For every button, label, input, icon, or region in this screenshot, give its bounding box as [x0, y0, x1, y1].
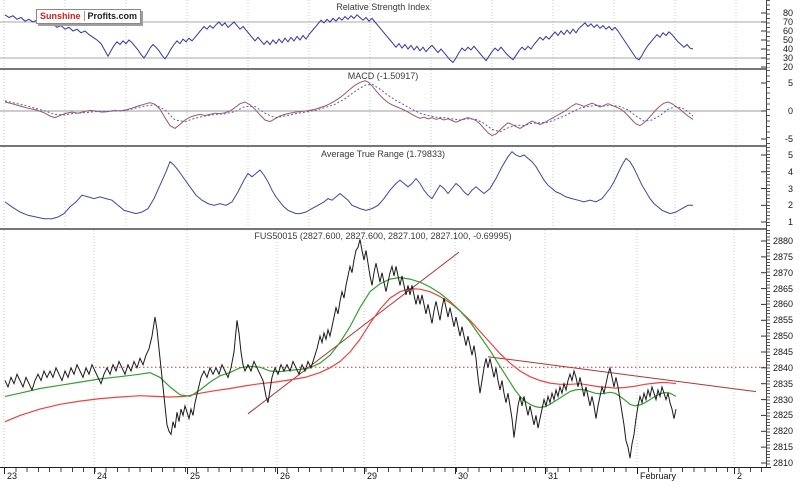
y-axis-line [766, 0, 767, 467]
x-axis-tick [455, 468, 456, 474]
x-axis-tick [545, 468, 546, 474]
x-axis-tick [637, 468, 638, 474]
rsi-ytick-label: 70 [782, 16, 793, 27]
x-axis-label: 30 [458, 471, 469, 481]
price-ytick-label: 2855 [772, 315, 793, 326]
panel-separator [0, 145, 766, 147]
price-ytick-label: 2875 [772, 251, 793, 262]
x-axis-tick [94, 468, 95, 474]
price-ytick-label: 2865 [772, 283, 793, 294]
price-ytick-label: 2810 [772, 457, 793, 468]
x-axis-tick [4, 468, 5, 474]
x-axis-label: February [640, 471, 677, 481]
y-axis-labels: 80 70 60 50 40 30 20 5 0 -5 5 4 3 2 1 2880 2875 2870 2865 2… [768, 0, 796, 468]
x-axis-tick [187, 468, 188, 474]
atr-minor-ticks [767, 147, 770, 228]
x-axis-tick [277, 468, 278, 474]
atr-ytick-label: 3 [787, 183, 793, 194]
rsi-minor-ticks [767, 0, 770, 68]
rsi-ytick-label: 40 [782, 43, 793, 54]
x-axis-tick [734, 468, 735, 474]
rsi-ytick-label: 30 [782, 53, 793, 63]
panel-separator [0, 68, 766, 70]
price-ytick-label: 2835 [772, 378, 793, 389]
x-axis-label: 31 [548, 471, 559, 481]
price-panel [0, 230, 766, 467]
x-axis-minor-ticks [4, 468, 766, 472]
price-title: FUS50015 (2827.600, 2827.600, 2827.100, … [254, 231, 512, 241]
sunshineprofits-logo: Sunshine Profits.com [36, 9, 142, 24]
macd-plot [0, 70, 766, 145]
price-plot [3, 230, 766, 467]
atr-ytick-label: 1 [787, 217, 793, 227]
rsi-ytick-label: 20 [782, 62, 793, 72]
x-axis-label: 24 [97, 471, 108, 481]
logo-text-profits: Profits.com [87, 11, 138, 21]
logo-text-sunshine: Sunshine [40, 11, 85, 21]
rsi-ytick-label: 60 [782, 25, 793, 36]
price-ytick-label: 2850 [772, 331, 793, 342]
price-ytick-label: 2825 [772, 410, 793, 421]
price-ytick-label: 2815 [772, 442, 793, 453]
macd-minor-ticks [767, 70, 770, 145]
macd-ytick-label: 5 [787, 77, 793, 88]
price-ytick-label: 2830 [772, 394, 793, 405]
macd-ytick-label: -5 [784, 134, 793, 144]
panel-separator [0, 228, 766, 230]
price-ytick-label: 2880 [772, 236, 793, 246]
price-ytick-label: 2870 [772, 267, 793, 278]
rsi-title: Relative Strength Index [336, 2, 430, 12]
x-axis-label: 29 [367, 471, 378, 481]
rsi-ytick-label: 50 [782, 34, 793, 45]
x-axis-label: 26 [280, 471, 291, 481]
atr-ytick-label: 4 [787, 166, 793, 177]
atr-ytick-label: 5 [787, 150, 793, 160]
rsi-ytick-label: 80 [782, 7, 793, 18]
x-axis-label: 2 [737, 471, 743, 481]
atr-plot [3, 147, 766, 228]
x-axis-tick [364, 468, 365, 474]
price-ytick-label: 2820 [772, 426, 793, 437]
macd-title: MACD (-1.50917) [347, 71, 419, 81]
atr-panel [0, 147, 766, 228]
x-axis-label: 25 [190, 471, 201, 481]
price-ytick-label: 2860 [772, 299, 793, 310]
x-axis-line [0, 467, 771, 468]
price-ytick-label: 2840 [772, 362, 793, 373]
price-ytick-label: 2845 [772, 346, 793, 357]
price-minor-ticks [767, 230, 770, 467]
atr-title: Average True Range (1.79833) [321, 149, 445, 159]
macd-ytick-label: 0 [787, 106, 793, 116]
x-axis-label: 23 [7, 471, 18, 481]
macd-panel [0, 70, 766, 145]
x-axis: 23 24 25 26 29 30 31 February 2 [0, 467, 800, 485]
atr-ytick-label: 2 [787, 200, 793, 211]
